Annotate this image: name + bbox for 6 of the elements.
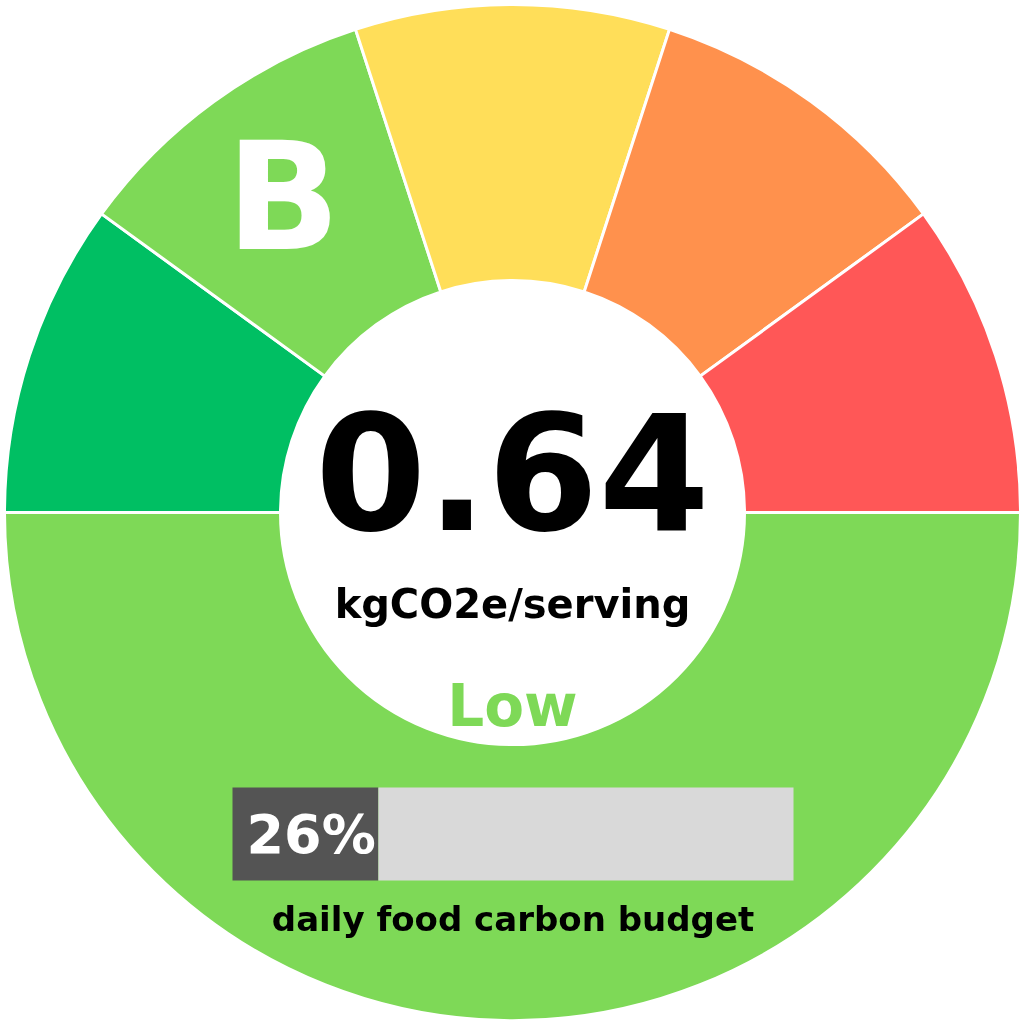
text: kgCO2e/serving [334, 580, 691, 627]
text: Low [447, 671, 578, 740]
data-label: 26% [246, 802, 376, 866]
text: 0.64 [315, 380, 710, 568]
slice-label: B [226, 109, 341, 284]
x-axis-title: daily food carbon budget [271, 898, 755, 939]
